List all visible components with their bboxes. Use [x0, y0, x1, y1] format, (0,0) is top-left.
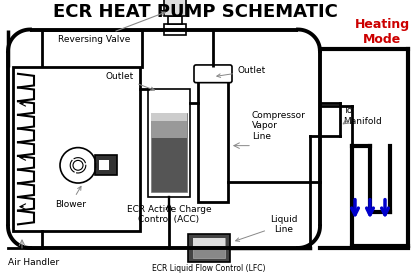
Text: Compressor
Vapor
Line: Compressor Vapor Line: [252, 111, 306, 141]
Text: Air Handler: Air Handler: [8, 258, 59, 267]
Bar: [151, 113, 187, 121]
Circle shape: [60, 148, 96, 183]
Bar: [151, 113, 187, 138]
Bar: [198, 79, 228, 202]
Bar: [188, 234, 230, 262]
Bar: [148, 89, 190, 197]
Text: Blower: Blower: [55, 186, 86, 209]
Bar: [99, 160, 109, 170]
Bar: [164, 24, 186, 35]
Text: Reversing Valve: Reversing Valve: [58, 12, 165, 44]
Bar: [193, 238, 225, 258]
Bar: [164, 0, 186, 16]
Bar: [193, 238, 225, 246]
Bar: [168, 16, 182, 24]
Text: To
Manifold: To Manifold: [343, 106, 382, 126]
Text: Outlet: Outlet: [105, 72, 155, 90]
Text: ECR Liquid Flow Control (LFC): ECR Liquid Flow Control (LFC): [152, 264, 266, 273]
Text: Liquid
Line: Liquid Line: [236, 215, 297, 241]
FancyBboxPatch shape: [194, 65, 232, 83]
Circle shape: [73, 160, 83, 170]
Bar: [95, 155, 117, 175]
Text: ECR Active Charge
Control (ACC): ECR Active Charge Control (ACC): [127, 205, 211, 224]
Text: ECR HEAT PUMP SCHEMATIC: ECR HEAT PUMP SCHEMATIC: [52, 3, 337, 21]
Bar: [13, 67, 140, 231]
Text: Heating
Mode: Heating Mode: [354, 18, 409, 46]
Text: Outlet: Outlet: [217, 66, 266, 78]
Bar: [151, 113, 187, 192]
